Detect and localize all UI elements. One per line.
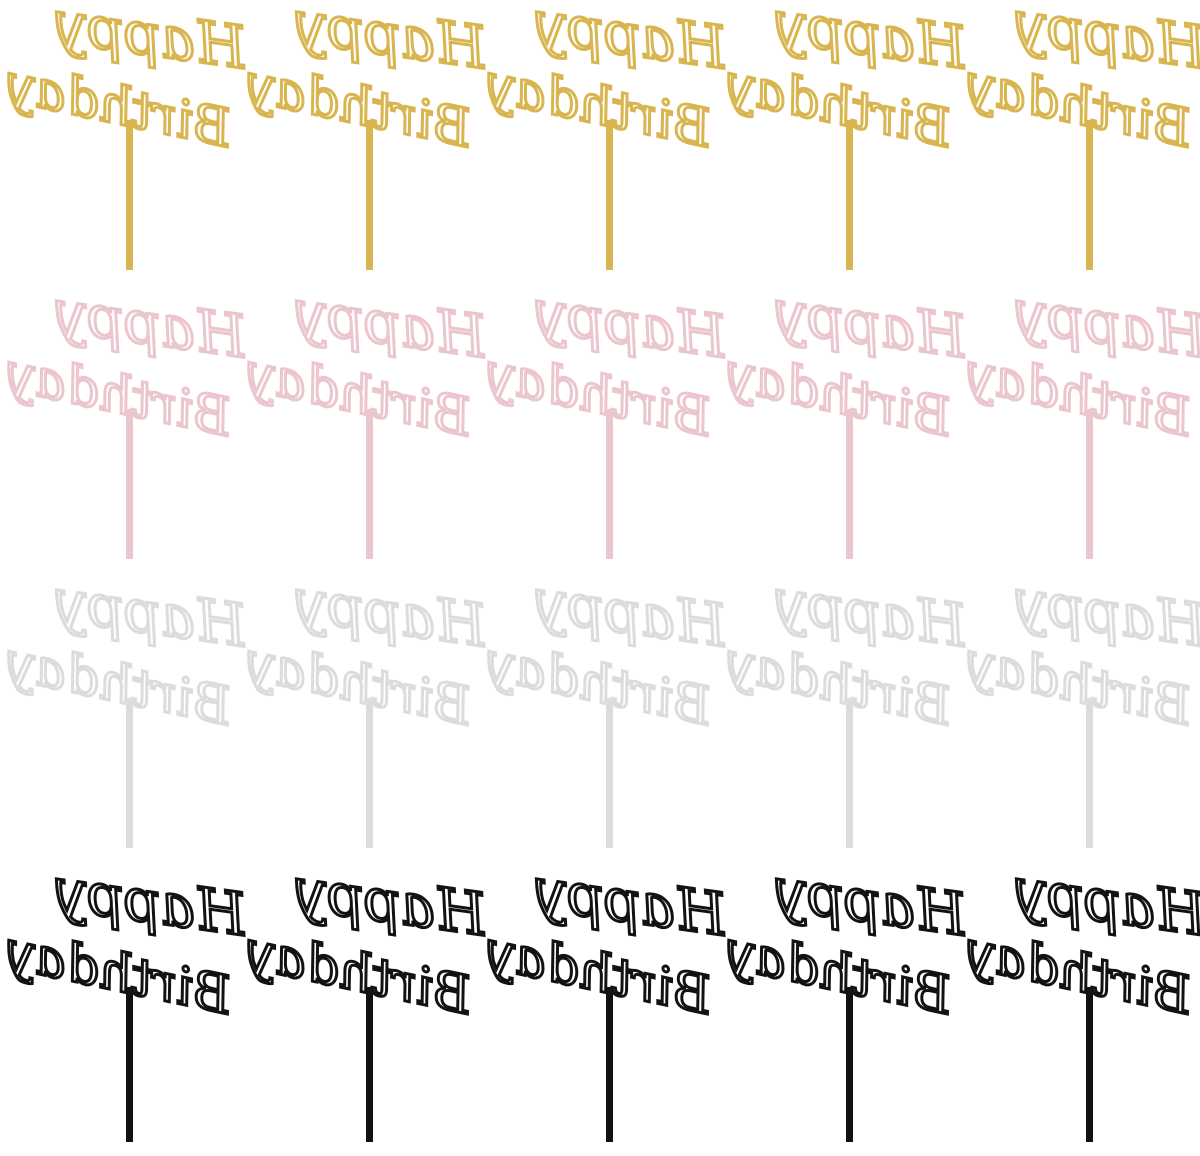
topper-stick (366, 409, 373, 559)
topper-stick (846, 409, 853, 559)
topper-stick (366, 987, 373, 1142)
topper-stick (606, 120, 613, 270)
topper-stick (1086, 987, 1093, 1142)
topper-stick (126, 120, 133, 270)
topper-stick (126, 409, 133, 559)
topper-stick (366, 120, 373, 270)
topper-stick (1086, 120, 1093, 270)
topper-stick (846, 698, 853, 848)
topper-stick (606, 698, 613, 848)
topper-stick (126, 987, 133, 1142)
topper-stick (846, 120, 853, 270)
topper-stick (846, 987, 853, 1142)
topper-stick (126, 698, 133, 848)
topper-stick (606, 987, 613, 1142)
topper-stick (1086, 409, 1093, 559)
topper-stick (606, 409, 613, 559)
topper-stick (366, 698, 373, 848)
topper-stick (1086, 698, 1093, 848)
